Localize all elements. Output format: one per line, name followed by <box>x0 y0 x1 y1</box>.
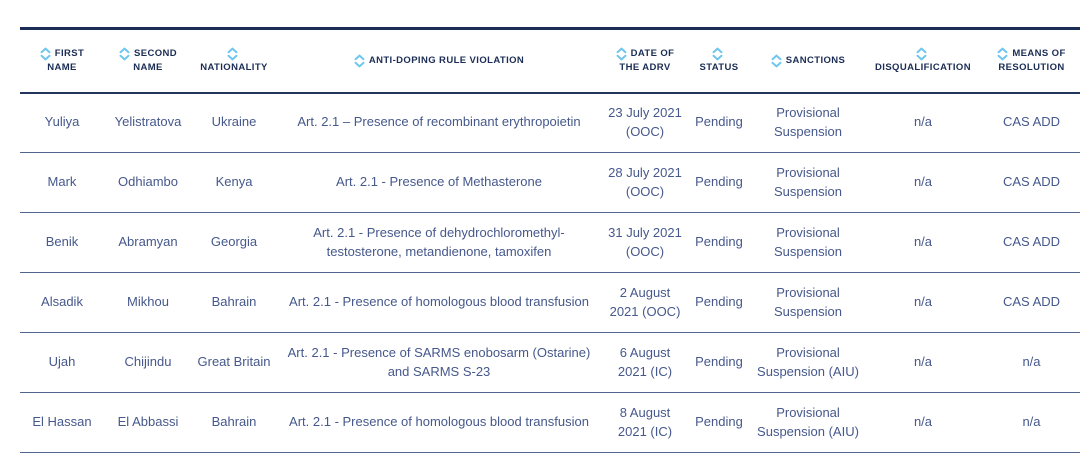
sort-icon <box>119 47 130 61</box>
column-header-date[interactable]: DATE OF THE ADRV <box>602 28 688 94</box>
table-row: Benik Abramyan Georgia Art. 2.1 - Presen… <box>20 212 1080 273</box>
cell-sanctions: Provisional Suspension <box>750 92 866 153</box>
cell-status: Pending <box>688 92 750 153</box>
column-label-line2: NAME <box>47 61 77 73</box>
cell-nationality: Ukraine <box>192 92 276 153</box>
cell-second-name: Chijindu <box>104 332 192 393</box>
cell-resolution: CAS ADD <box>980 212 1080 273</box>
cell-date: 31 July 2021 (OOC) <box>602 212 688 273</box>
cell-resolution: CAS ADD <box>980 152 1080 213</box>
table-row: El Hassan El Abbassi Bahrain Art. 2.1 - … <box>20 392 1080 453</box>
cell-first-name: Ujah <box>20 332 104 393</box>
cell-nationality: Georgia <box>192 212 276 273</box>
cell-resolution: CAS ADD <box>980 272 1080 333</box>
sort-icon <box>997 47 1008 61</box>
column-header-first-name[interactable]: FIRST NAME <box>20 28 104 94</box>
cell-status: Pending <box>688 392 750 453</box>
cell-violation: Art. 2.1 - Presence of homologous blood … <box>276 272 602 333</box>
cell-second-name: El Abbassi <box>104 392 192 453</box>
cell-second-name: Yelistratova <box>104 92 192 153</box>
sort-icon <box>916 47 927 61</box>
cell-first-name: Benik <box>20 212 104 273</box>
column-header-violation[interactable]: ANTI-DOPING RULE VIOLATION <box>276 28 602 94</box>
cell-second-name: Mikhou <box>104 272 192 333</box>
column-header-second-name[interactable]: SECOND NAME <box>104 28 192 94</box>
cell-disqualification: n/a <box>866 332 980 393</box>
cell-second-name: Odhiambo <box>104 152 192 213</box>
table-row: Ujah Chijindu Great Britain Art. 2.1 - P… <box>20 332 1080 393</box>
sort-icon <box>40 47 51 61</box>
table-row: Alsadik Mikhou Bahrain Art. 2.1 - Presen… <box>20 272 1080 333</box>
column-label-line2: STATUS <box>699 61 739 73</box>
table-header: FIRST NAME SECOND NAME <box>20 28 1080 94</box>
cell-first-name: Yuliya <box>20 92 104 153</box>
column-header-sanctions[interactable]: SANCTIONS <box>750 28 866 94</box>
column-label: SANCTIONS <box>785 54 846 66</box>
sort-icon <box>771 54 782 68</box>
cell-nationality: Kenya <box>192 152 276 213</box>
cell-status: Pending <box>688 332 750 393</box>
column-header-status[interactable]: STATUS <box>688 28 750 94</box>
table-row: Mark Odhiambo Kenya Art. 2.1 - Presence … <box>20 152 1080 213</box>
adrv-table: FIRST NAME SECOND NAME <box>20 27 1080 453</box>
cell-violation: Art. 2.1 – Presence of recombinant eryth… <box>276 92 602 153</box>
cell-disqualification: n/a <box>866 92 980 153</box>
column-label: MEANS OF <box>1012 47 1066 59</box>
table-row: Yuliya Yelistratova Ukraine Art. 2.1 – P… <box>20 92 1080 153</box>
sort-icon <box>616 47 627 61</box>
cell-resolution: CAS ADD <box>980 92 1080 153</box>
cell-sanctions: Provisional Suspension <box>750 272 866 333</box>
cell-nationality: Bahrain <box>192 392 276 453</box>
cell-first-name: El Hassan <box>20 392 104 453</box>
cell-first-name: Alsadik <box>20 272 104 333</box>
column-label: ANTI-DOPING RULE VIOLATION <box>368 54 525 66</box>
cell-disqualification: n/a <box>866 152 980 213</box>
cell-sanctions: Provisional Suspension (AIU) <box>750 332 866 393</box>
column-label: FIRST <box>54 47 85 59</box>
column-label: DATE OF <box>630 47 675 59</box>
column-label-line2: DISQUALIFICATION <box>875 61 971 73</box>
header-row: FIRST NAME SECOND NAME <box>20 28 1080 94</box>
column-header-nationality[interactable]: NATIONALITY <box>192 28 276 94</box>
cell-sanctions: Provisional Suspension <box>750 212 866 273</box>
column-label-line2: NAME <box>133 61 163 73</box>
cell-sanctions: Provisional Suspension (AIU) <box>750 392 866 453</box>
cell-date: 8 August 2021 (IC) <box>602 392 688 453</box>
cell-disqualification: n/a <box>866 212 980 273</box>
cell-disqualification: n/a <box>866 272 980 333</box>
cell-status: Pending <box>688 152 750 213</box>
sort-icon <box>712 47 723 61</box>
table-body: Yuliya Yelistratova Ukraine Art. 2.1 – P… <box>20 92 1080 453</box>
column-label-line2: NATIONALITY <box>200 61 268 73</box>
column-label-line2: RESOLUTION <box>998 61 1065 73</box>
cell-nationality: Great Britain <box>192 332 276 393</box>
cell-date: 6 August 2021 (IC) <box>602 332 688 393</box>
cell-nationality: Bahrain <box>192 272 276 333</box>
cell-date: 23 July 2021 (OOC) <box>602 92 688 153</box>
cell-sanctions: Provisional Suspension <box>750 152 866 213</box>
column-label: SECOND <box>133 47 178 59</box>
cell-date: 2 August 2021 (OOC) <box>602 272 688 333</box>
cell-disqualification: n/a <box>866 392 980 453</box>
cell-violation: Art. 2.1 - Presence of dehydrochlorometh… <box>276 212 602 273</box>
cell-violation: Art. 2.1 - Presence of Methasterone <box>276 152 602 213</box>
cell-status: Pending <box>688 272 750 333</box>
cell-status: Pending <box>688 212 750 273</box>
cell-date: 28 July 2021 (OOC) <box>602 152 688 213</box>
sort-icon <box>354 54 365 68</box>
cell-second-name: Abramyan <box>104 212 192 273</box>
cell-resolution: n/a <box>980 392 1080 453</box>
column-header-means-of-resolution[interactable]: MEANS OF RESOLUTION <box>980 28 1080 94</box>
cell-resolution: n/a <box>980 332 1080 393</box>
cell-violation: Art. 2.1 - Presence of homologous blood … <box>276 392 602 453</box>
sort-icon <box>227 47 238 61</box>
column-label-line2: THE ADRV <box>619 61 671 73</box>
column-header-disqualification[interactable]: DISQUALIFICATION <box>866 28 980 94</box>
cell-first-name: Mark <box>20 152 104 213</box>
cell-violation: Art. 2.1 - Presence of SARMS enobosarm (… <box>276 332 602 393</box>
